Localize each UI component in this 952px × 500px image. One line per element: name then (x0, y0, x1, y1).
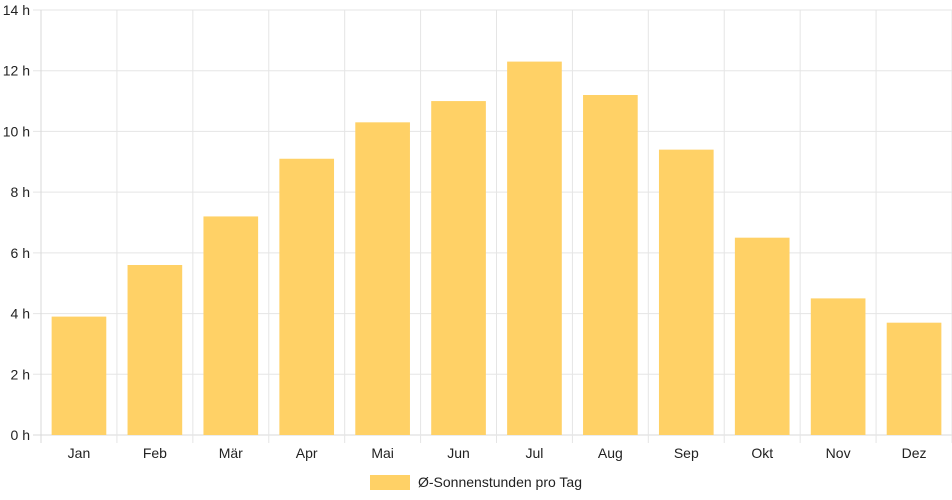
x-tick-label: Dez (902, 445, 927, 461)
legend-swatch (370, 475, 410, 490)
y-tick-layer: 0 h 2 h 4 h 6 h 8 h 10 h 12 h 14 h (3, 2, 30, 443)
x-tick-label: Okt (751, 445, 773, 461)
x-tick-layer: Jan Feb Mär Apr Mai Jun Jul Aug Sep Okt Nov Dez (68, 445, 927, 461)
x-tick-label: Jan (68, 445, 91, 461)
y-tick-label: 14 h (3, 2, 30, 18)
y-tick-label: 10 h (3, 123, 30, 139)
grid-layer (33, 9, 952, 443)
y-tick-label: 6 h (11, 245, 30, 261)
x-tick-label: Jun (447, 445, 470, 461)
bar-apr (279, 158, 335, 435)
y-tick-label: 0 h (11, 427, 30, 443)
x-tick-label: Mär (219, 445, 243, 461)
bar-dez (886, 322, 942, 435)
x-tick-label: Jul (526, 445, 544, 461)
x-tick-label: Nov (826, 445, 851, 461)
bar-mär (203, 216, 259, 435)
bar-jun (431, 101, 486, 436)
x-tick-label: Feb (143, 445, 167, 461)
y-tick-label: 4 h (11, 306, 30, 322)
x-tick-label: Sep (674, 445, 699, 461)
bar-okt (734, 237, 790, 435)
bar-jan (51, 316, 107, 435)
x-tick-label: Mai (371, 445, 394, 461)
legend: Ø-Sonnenstunden pro Tag (370, 474, 582, 490)
bar-mai (355, 122, 410, 436)
bar-sep (658, 149, 714, 435)
y-tick-label: 2 h (11, 366, 30, 382)
x-tick-label: Apr (296, 445, 318, 461)
bar-feb (127, 265, 183, 435)
bar-nov (810, 298, 866, 435)
x-tick-label: Aug (598, 445, 623, 461)
y-tick-label: 8 h (11, 184, 30, 200)
legend-label: Ø-Sonnenstunden pro Tag (418, 474, 582, 490)
bar-aug (583, 95, 638, 435)
y-tick-label: 12 h (3, 63, 30, 79)
bar-jul (507, 61, 562, 435)
bar-layer (51, 61, 942, 436)
